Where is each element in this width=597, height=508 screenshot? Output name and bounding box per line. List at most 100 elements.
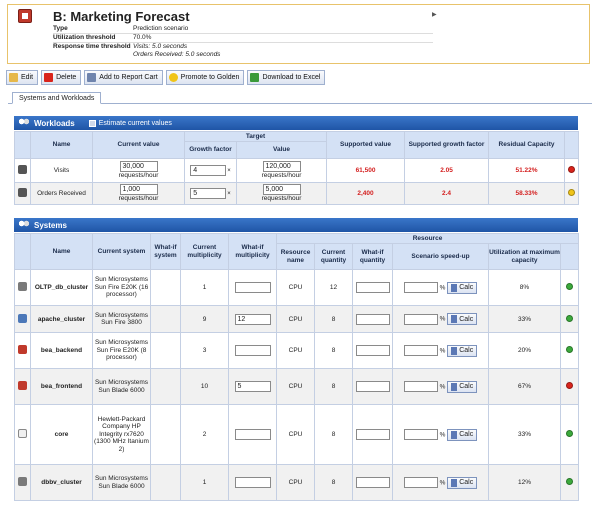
estimate-icon (88, 119, 96, 127)
edit-icon (9, 73, 18, 82)
current-quantity: 8 (314, 332, 353, 369)
whatif-quantity-input[interactable] (355, 429, 390, 440)
target-value-input[interactable]: 120,000 (262, 161, 301, 173)
whatif-multiplicity-input[interactable] (234, 477, 271, 488)
resource-name: CPU (276, 464, 315, 501)
utilization: 20% (488, 332, 561, 369)
resource-name: CPU (276, 404, 315, 465)
whatif-quantity-input[interactable] (355, 477, 390, 488)
speedup-input[interactable] (403, 381, 438, 392)
workload-icon (14, 182, 31, 205)
status-cell (560, 464, 579, 501)
growth-cell: 4 × (184, 158, 237, 183)
promote-icon (168, 73, 178, 82)
percent-label: % (439, 479, 446, 487)
whatif-quantity-input[interactable] (355, 345, 390, 356)
table-row: core Hewlett-Packard Company HP Integrit… (14, 404, 579, 465)
target-value-input[interactable]: 5,000 (262, 184, 301, 196)
whatif-quantity-input[interactable] (355, 381, 390, 392)
whatif-multiplicity-input[interactable] (234, 429, 271, 440)
table-row: bea_backend Sun Microsystems Sun Fire E2… (14, 332, 579, 369)
col-whatif-system: What-if system (150, 233, 181, 270)
speedup-input[interactable] (403, 477, 438, 488)
col-target-value: Value (235, 141, 328, 159)
edit-label: Edit (21, 74, 34, 81)
current-system: Sun Microsystems Sun Blade 6000 (92, 368, 151, 405)
resource-name: CPU (276, 305, 315, 333)
current-multiplicity: 2 (180, 404, 229, 465)
current-system: Sun Microsystems Sun Fire E20K (8 proces… (92, 332, 151, 369)
promote-button[interactable]: Promote to Golden (165, 70, 245, 85)
col-current-value: Current value (92, 131, 185, 159)
calc-label: Calc (459, 479, 474, 486)
system-icon (14, 332, 31, 369)
systems-header: Systems (14, 218, 578, 232)
whatif-multiplicity-cell: 12 (228, 305, 277, 333)
calculator-icon (451, 382, 458, 391)
col-status (564, 131, 580, 159)
current-multiplicity: 1 (180, 269, 229, 306)
percent-label: % (439, 347, 446, 355)
whatif-system (150, 332, 181, 369)
calc-button[interactable]: Calc (447, 428, 478, 441)
target-value-cell: 120,000 requests/hour (235, 158, 328, 183)
download-excel-button[interactable]: Download to Excel (247, 70, 326, 85)
meta-row-type: Type Prediction scenario (53, 25, 433, 34)
growth-cell: 5 × (184, 182, 237, 205)
systems-icon (18, 220, 30, 230)
delete-button[interactable]: Delete (41, 70, 82, 85)
whatif-quantity-cell (352, 464, 393, 501)
whatif-multiplicity-input[interactable] (234, 282, 271, 293)
current-multiplicity: 10 (180, 368, 229, 405)
scenario-header: B: Marketing Forecast ▶ Type Prediction … (7, 4, 590, 64)
whatif-quantity-input[interactable] (355, 282, 390, 293)
whatif-multiplicity-cell (228, 332, 277, 369)
meta-value: Prediction scenario (133, 25, 189, 32)
delete-icon (44, 73, 54, 82)
meta-value: Visits: 5.0 seconds Orders Received: 5.0… (133, 43, 220, 59)
status-cell (560, 305, 579, 333)
status-cell (564, 182, 580, 205)
estimate-current-values-link[interactable]: Estimate current values (88, 119, 172, 127)
speedup-input[interactable] (403, 313, 438, 325)
whatif-multiplicity-input[interactable] (234, 345, 271, 356)
whatif-quantity-cell (352, 368, 393, 405)
table-row: OLTP_db_cluster Sun Microsystems Sun Fir… (14, 269, 579, 306)
add-to-report-button[interactable]: Add to Report Cart (84, 70, 163, 85)
current-quantity: 8 (314, 368, 353, 405)
calc-button[interactable]: Calc (447, 380, 478, 393)
col-icon (14, 131, 31, 159)
status-cell (564, 158, 580, 183)
calc-label: Calc (459, 315, 474, 323)
growth-factor-input[interactable]: 4 (190, 165, 227, 176)
tab-systems-workloads[interactable]: Systems and Workloads (12, 92, 102, 104)
current-value-input[interactable]: 1,000 (119, 184, 158, 196)
tab-strip: Systems and Workloads (8, 92, 592, 104)
whatif-multiplicity-input[interactable]: 12 (234, 313, 271, 325)
system-name: apache_cluster (30, 305, 93, 333)
workload-icon (14, 158, 31, 183)
speedup-input[interactable] (403, 282, 438, 293)
whatif-multiplicity-input[interactable]: 5 (234, 381, 271, 392)
system-icon (14, 464, 31, 501)
speedup-input[interactable] (403, 429, 438, 440)
supported-growth: 2.4 (404, 182, 490, 205)
speedup-input[interactable] (403, 345, 438, 356)
collapse-arrow-icon[interactable]: ▶ (432, 12, 437, 18)
residual-capacity: 58.33% (488, 182, 566, 205)
meta-row-utilization: Utilization threshold 70.0% (53, 34, 433, 43)
resource-name: CPU (276, 269, 315, 306)
whatif-quantity-input[interactable] (355, 313, 390, 325)
current-value-input[interactable]: 30,000 (119, 161, 158, 173)
calc-button[interactable]: Calc (447, 476, 478, 489)
col-residual: Residual Capacity (488, 131, 566, 159)
workloads-icon (18, 118, 30, 128)
calc-button[interactable]: Calc (447, 281, 478, 294)
status-green-icon (566, 283, 573, 290)
system-icon (14, 269, 31, 306)
calc-button[interactable]: Calc (447, 344, 478, 357)
growth-factor-input[interactable]: 5 (190, 188, 227, 199)
edit-button[interactable]: Edit (6, 70, 39, 85)
utilization: 8% (488, 269, 561, 306)
calc-button[interactable]: Calc (447, 313, 478, 325)
